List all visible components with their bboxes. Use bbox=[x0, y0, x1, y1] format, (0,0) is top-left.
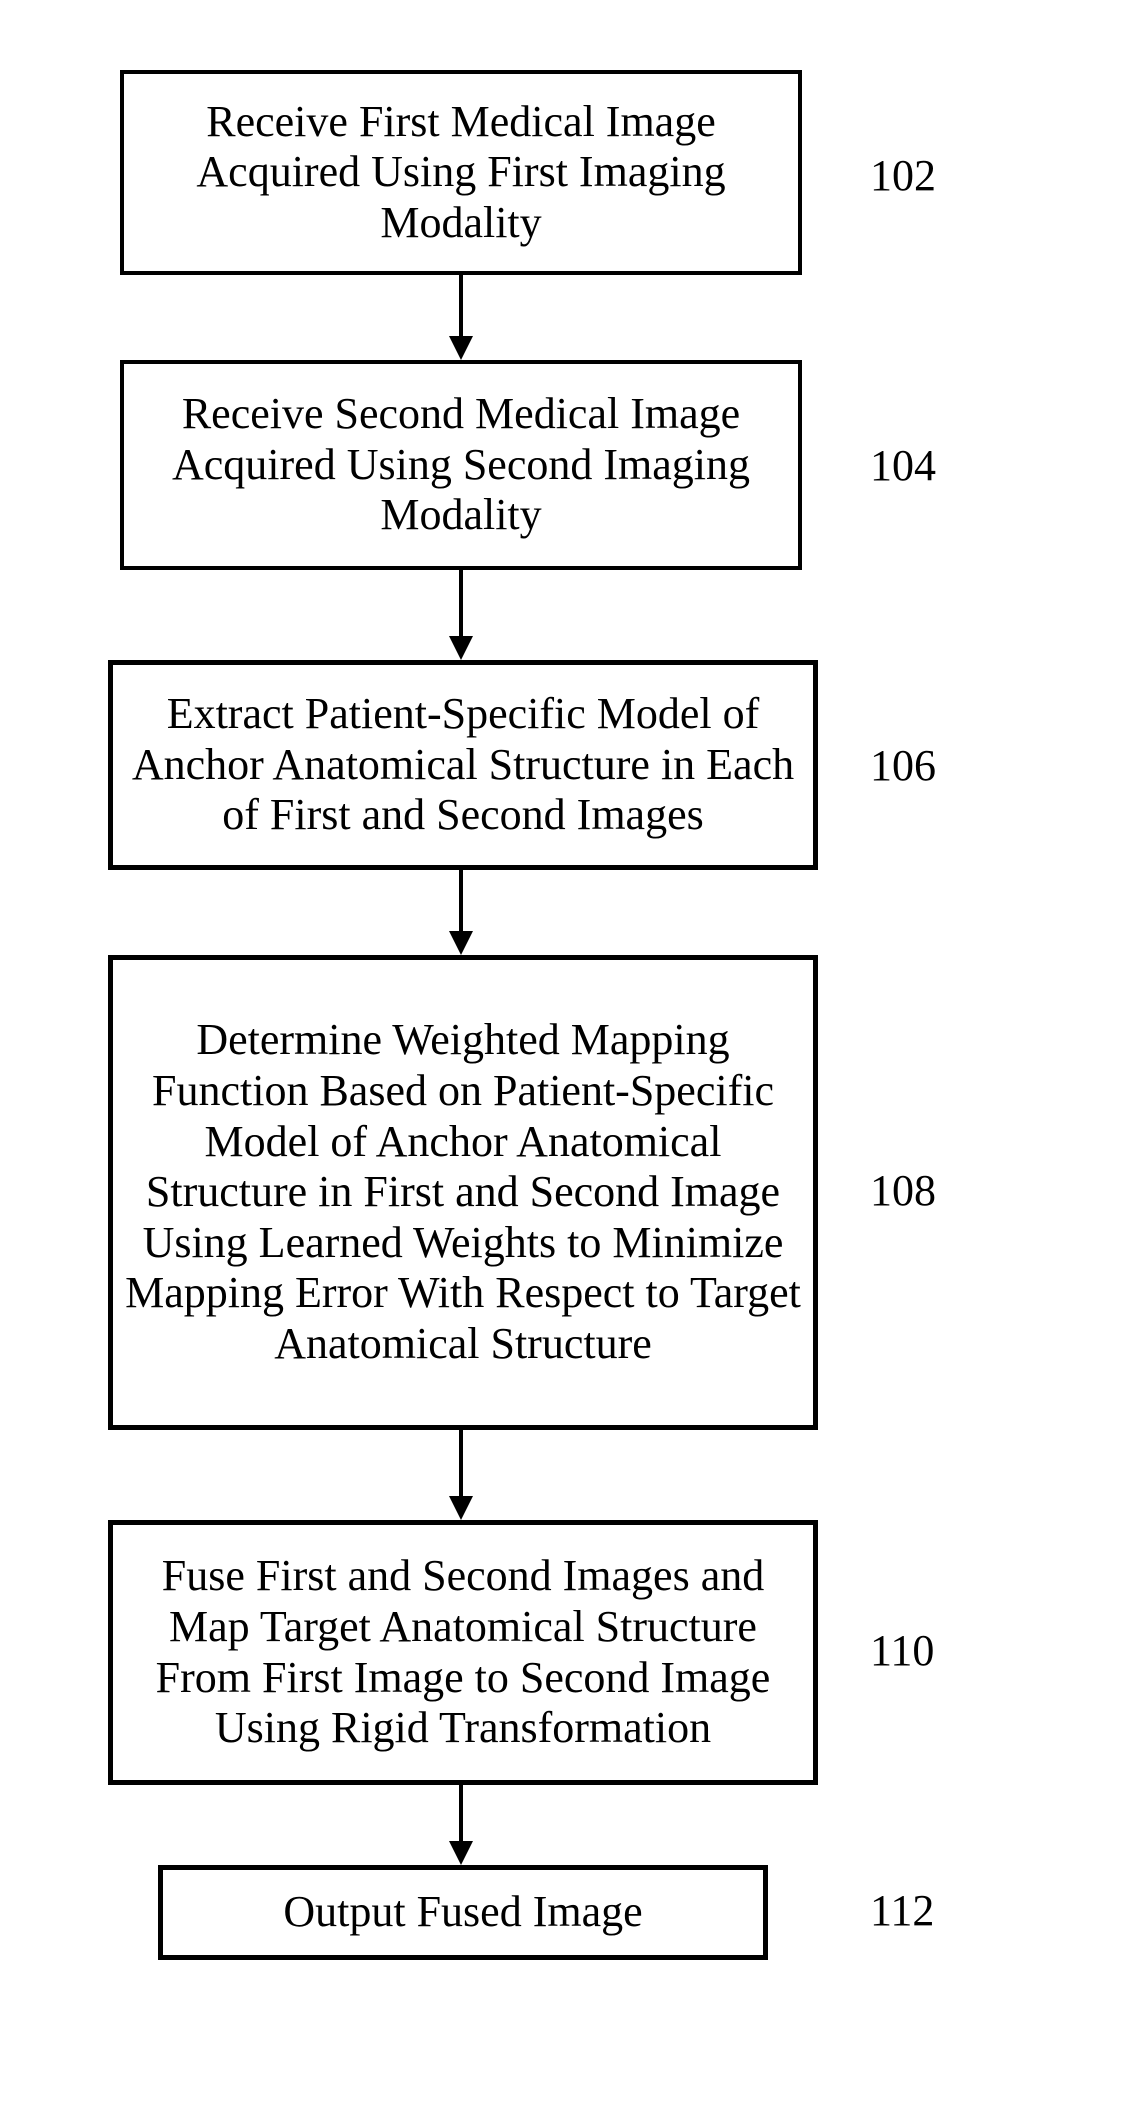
flow-label-104: 104 bbox=[870, 440, 936, 491]
flow-node-112-text: Output Fused Image bbox=[163, 1887, 763, 1938]
flow-node-102: Receive First Medical Image Acquired Usi… bbox=[120, 70, 802, 275]
flow-label-108: 108 bbox=[870, 1165, 936, 1216]
flow-label-102: 102 bbox=[870, 150, 936, 201]
flow-node-106-text: Extract Patient-Specific Model of Anchor… bbox=[113, 689, 813, 841]
flow-label-106: 106 bbox=[870, 740, 936, 791]
flow-node-106: Extract Patient-Specific Model of Anchor… bbox=[108, 660, 818, 870]
flow-node-112: Output Fused Image bbox=[158, 1865, 768, 1960]
flow-node-108-text: Determine Weighted Mapping Function Base… bbox=[113, 1015, 813, 1369]
flow-label-112: 112 bbox=[870, 1885, 934, 1936]
flow-label-110: 110 bbox=[870, 1625, 934, 1676]
flow-node-104-text: Receive Second Medical Image Acquired Us… bbox=[124, 389, 798, 541]
flow-node-102-text: Receive First Medical Image Acquired Usi… bbox=[124, 97, 798, 249]
flow-node-104: Receive Second Medical Image Acquired Us… bbox=[120, 360, 802, 570]
flow-node-108: Determine Weighted Mapping Function Base… bbox=[108, 955, 818, 1430]
flowchart-canvas: Receive First Medical Image Acquired Usi… bbox=[0, 0, 1135, 2111]
flow-node-110: Fuse First and Second Images and Map Tar… bbox=[108, 1520, 818, 1785]
flow-node-110-text: Fuse First and Second Images and Map Tar… bbox=[113, 1551, 813, 1753]
